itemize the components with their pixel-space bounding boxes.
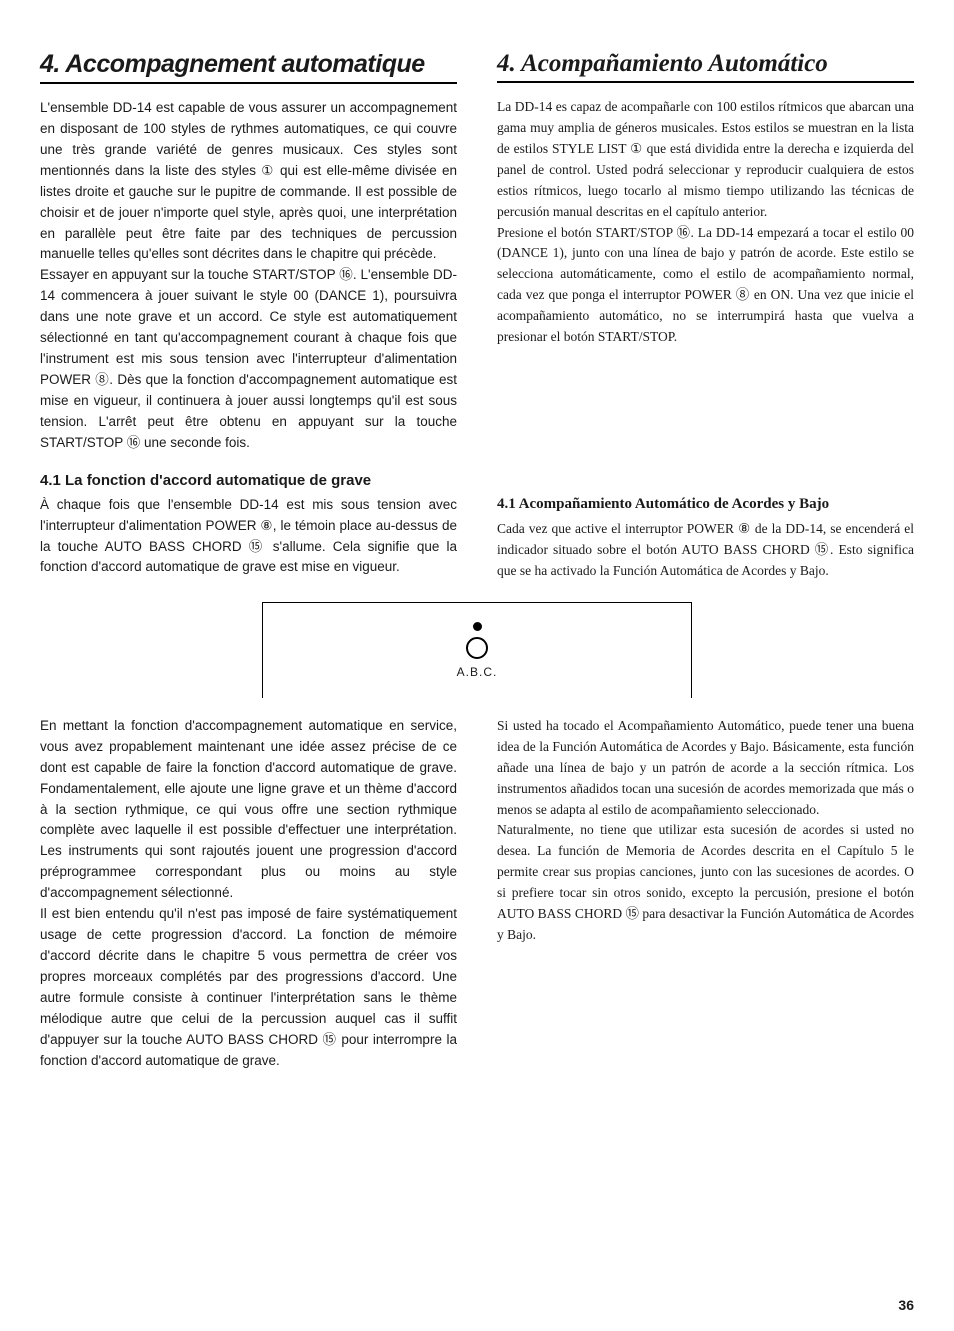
left-subtitle: 4.1 La fonction d'accord automatique de … bbox=[40, 472, 457, 489]
spacer bbox=[497, 348, 914, 478]
right-para-4: Si usted ha tocado el Acompañamiento Aut… bbox=[497, 716, 914, 821]
left-para-2: Essayer en appuyant sur la touche START/… bbox=[40, 265, 457, 453]
top-columns: 4. Accompagnement automatique L'ensemble… bbox=[40, 50, 914, 582]
left-para-3: À chaque fois que l'ensemble DD-14 est m… bbox=[40, 495, 457, 579]
left-para-5: Il est bien entendu qu'il n'est pas impo… bbox=[40, 904, 457, 1071]
right-column: 4. Acompañamiento Automático La DD-14 es… bbox=[497, 50, 914, 582]
left-title: 4. Accompagnement automatique bbox=[40, 50, 457, 84]
left-column-bottom: En mettant la fonction d'accompagnement … bbox=[40, 716, 457, 1072]
page-number: 36 bbox=[898, 1297, 914, 1313]
right-para-2: Presione el botón START/STOP ⑯. La DD-14… bbox=[497, 223, 914, 349]
abc-label: A.B.C. bbox=[457, 665, 498, 679]
right-subtitle: 4.1 Acompañamiento Automático de Acordes… bbox=[497, 496, 914, 513]
bottom-columns: En mettant la fonction d'accompagnement … bbox=[40, 716, 914, 1072]
right-para-1: La DD-14 es capaz de acompañarle con 100… bbox=[497, 97, 914, 223]
right-para-5: Naturalmente, no tiene que utilizar esta… bbox=[497, 820, 914, 946]
left-para-1: L'ensemble DD-14 est capable de vous ass… bbox=[40, 98, 457, 265]
diagram-row: A.B.C. bbox=[40, 602, 914, 698]
led-dot-icon bbox=[473, 622, 482, 631]
button-ring-icon bbox=[466, 637, 488, 659]
right-para-3: Cada vez que active el interruptor POWER… bbox=[497, 519, 914, 582]
right-column-bottom: Si usted ha tocado el Acompañamiento Aut… bbox=[497, 716, 914, 1072]
left-para-4: En mettant la fonction d'accompagnement … bbox=[40, 716, 457, 904]
abc-diagram: A.B.C. bbox=[262, 602, 692, 698]
left-column: 4. Accompagnement automatique L'ensemble… bbox=[40, 50, 457, 582]
right-title: 4. Acompañamiento Automático bbox=[497, 50, 914, 83]
